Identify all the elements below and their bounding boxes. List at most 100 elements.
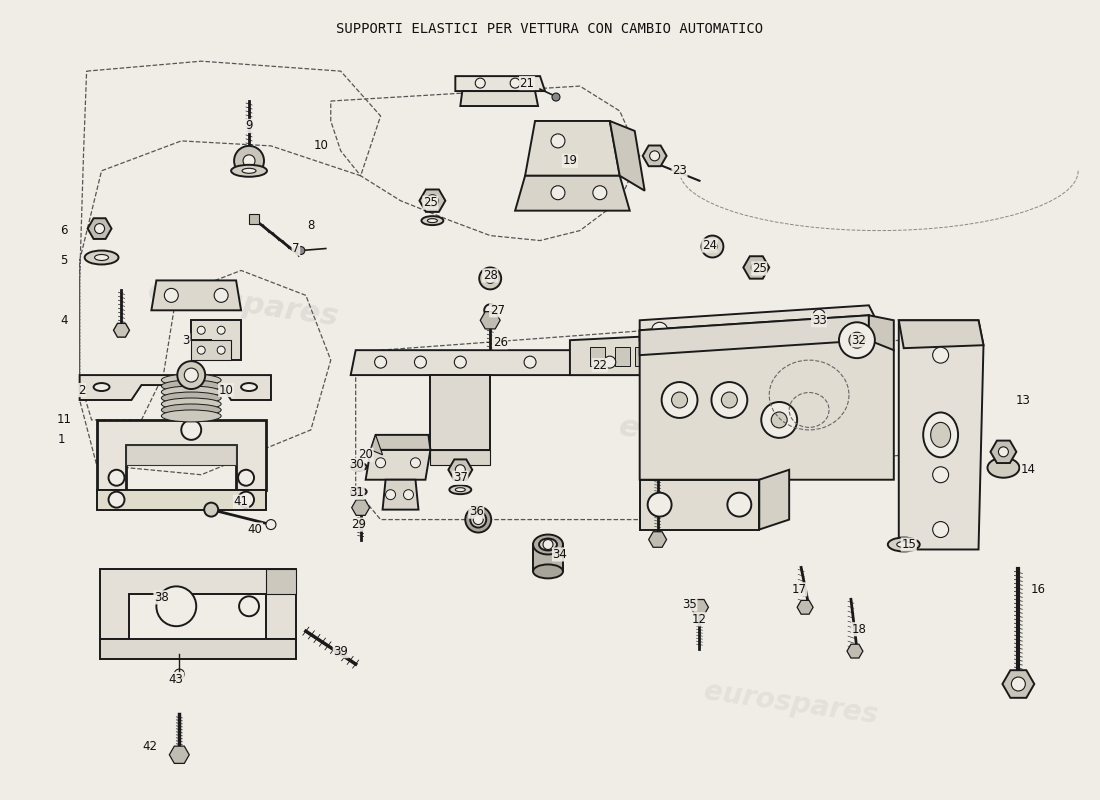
Ellipse shape	[888, 538, 920, 551]
Text: 1: 1	[58, 434, 66, 446]
Ellipse shape	[465, 506, 492, 533]
Circle shape	[95, 224, 104, 234]
Polygon shape	[169, 746, 189, 763]
Polygon shape	[691, 599, 708, 615]
Text: 34: 34	[552, 548, 568, 561]
Circle shape	[761, 402, 798, 438]
Circle shape	[156, 586, 196, 626]
Ellipse shape	[94, 383, 110, 391]
Circle shape	[604, 356, 616, 368]
Circle shape	[475, 78, 485, 88]
Circle shape	[672, 392, 688, 408]
Circle shape	[266, 519, 276, 530]
Text: 8: 8	[307, 219, 315, 232]
Ellipse shape	[95, 254, 109, 261]
Circle shape	[524, 356, 536, 368]
Text: 30: 30	[350, 458, 364, 471]
Circle shape	[197, 346, 206, 354]
Circle shape	[648, 493, 672, 517]
Circle shape	[510, 78, 520, 88]
Circle shape	[375, 458, 386, 468]
Polygon shape	[419, 190, 446, 212]
Text: 2: 2	[78, 383, 86, 397]
Text: 36: 36	[469, 505, 484, 518]
Polygon shape	[100, 570, 296, 639]
Text: 11: 11	[56, 414, 72, 426]
Circle shape	[243, 155, 255, 167]
Text: 22: 22	[592, 358, 607, 372]
Circle shape	[813, 310, 825, 322]
Circle shape	[214, 288, 228, 302]
Ellipse shape	[355, 490, 362, 493]
Circle shape	[109, 492, 124, 508]
Polygon shape	[649, 532, 667, 547]
Circle shape	[593, 186, 607, 200]
Circle shape	[543, 539, 553, 550]
Text: 18: 18	[851, 622, 867, 636]
Ellipse shape	[162, 410, 221, 422]
Text: 40: 40	[248, 523, 263, 536]
Text: 15: 15	[901, 538, 916, 551]
Ellipse shape	[450, 486, 471, 494]
Circle shape	[404, 490, 414, 500]
Ellipse shape	[485, 274, 495, 283]
Circle shape	[551, 186, 565, 200]
Polygon shape	[371, 435, 430, 450]
Circle shape	[238, 492, 254, 508]
Text: 12: 12	[692, 613, 707, 626]
Ellipse shape	[162, 380, 221, 392]
Circle shape	[651, 322, 668, 338]
Polygon shape	[351, 350, 660, 375]
Circle shape	[933, 522, 948, 538]
Ellipse shape	[351, 488, 366, 496]
Circle shape	[217, 326, 226, 334]
Circle shape	[933, 347, 948, 363]
Circle shape	[712, 382, 747, 418]
Ellipse shape	[455, 488, 465, 492]
Polygon shape	[152, 281, 241, 310]
Circle shape	[933, 466, 948, 482]
Ellipse shape	[241, 383, 257, 391]
Polygon shape	[640, 306, 879, 340]
Ellipse shape	[162, 392, 221, 404]
Ellipse shape	[707, 242, 717, 251]
Text: 39: 39	[333, 645, 349, 658]
Text: 13: 13	[1016, 394, 1031, 406]
Circle shape	[551, 134, 565, 148]
Text: 6: 6	[59, 224, 67, 237]
Circle shape	[238, 470, 254, 486]
Ellipse shape	[702, 235, 724, 258]
Circle shape	[185, 368, 198, 382]
Circle shape	[839, 322, 875, 358]
Circle shape	[999, 447, 1009, 457]
Circle shape	[722, 392, 737, 408]
Polygon shape	[899, 320, 983, 348]
Circle shape	[205, 502, 218, 517]
Text: eurospares: eurospares	[617, 412, 812, 468]
Circle shape	[386, 490, 396, 500]
Polygon shape	[640, 315, 869, 355]
Ellipse shape	[162, 374, 221, 386]
Ellipse shape	[242, 168, 256, 174]
Ellipse shape	[85, 250, 119, 265]
Polygon shape	[126, 445, 236, 465]
Polygon shape	[481, 312, 500, 329]
Ellipse shape	[988, 458, 1020, 478]
Ellipse shape	[471, 512, 486, 527]
Text: SUPPORTI ELASTICI PER VETTURA CON CAMBIO AUTOMATICO: SUPPORTI ELASTICI PER VETTURA CON CAMBIO…	[337, 22, 763, 36]
Polygon shape	[534, 545, 563, 571]
Polygon shape	[365, 450, 430, 480]
Ellipse shape	[162, 404, 221, 416]
Circle shape	[182, 420, 201, 440]
Polygon shape	[590, 347, 605, 366]
Text: 19: 19	[562, 154, 578, 167]
Ellipse shape	[923, 413, 958, 458]
Ellipse shape	[534, 534, 563, 554]
Polygon shape	[88, 218, 111, 239]
Text: 7: 7	[293, 242, 299, 255]
Text: eurospares: eurospares	[702, 677, 880, 729]
Circle shape	[771, 412, 788, 428]
Ellipse shape	[355, 466, 362, 468]
Polygon shape	[430, 450, 491, 465]
Text: 25: 25	[424, 196, 438, 209]
